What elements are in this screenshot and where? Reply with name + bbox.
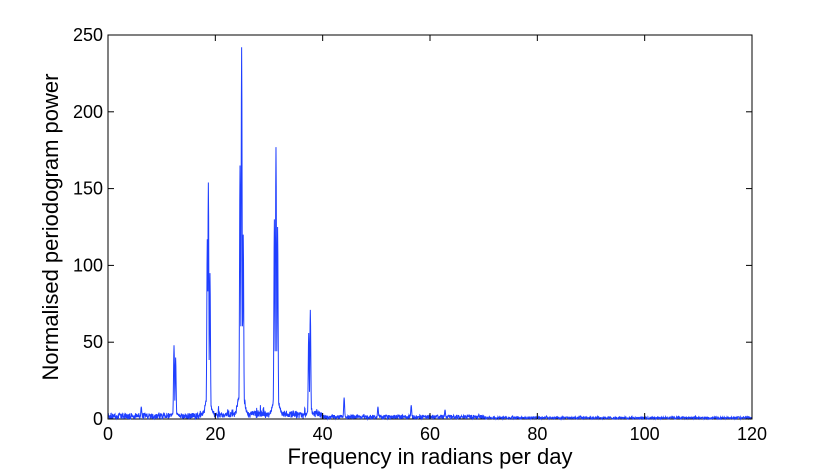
series-line-periodogram xyxy=(107,47,753,421)
y-axis-label: Normalised periodogram power xyxy=(38,74,63,381)
plot-area xyxy=(107,34,753,421)
x-tick-label: 80 xyxy=(527,424,547,444)
y-tick-label: 250 xyxy=(73,25,103,45)
x-tick-label: 40 xyxy=(313,424,333,444)
plot-frame xyxy=(107,34,753,420)
y-tick-label: 200 xyxy=(73,102,103,122)
y-tick-label: 150 xyxy=(73,179,103,199)
y-tick-label: 0 xyxy=(93,409,103,429)
x-tick-label: 0 xyxy=(103,424,113,444)
x-axis-label: Frequency in radians per day xyxy=(288,444,573,469)
x-axis-ticks: 0 20 40 60 80 100 120 xyxy=(103,35,767,444)
x-tick-label: 60 xyxy=(420,424,440,444)
y-tick-label: 50 xyxy=(83,332,103,352)
y-axis-ticks: 0 50 100 150 200 250 xyxy=(73,25,752,429)
x-tick-label: 100 xyxy=(630,424,660,444)
x-tick-label: 120 xyxy=(737,424,767,444)
y-tick-label: 100 xyxy=(73,255,103,275)
x-tick-label: 20 xyxy=(205,424,225,444)
